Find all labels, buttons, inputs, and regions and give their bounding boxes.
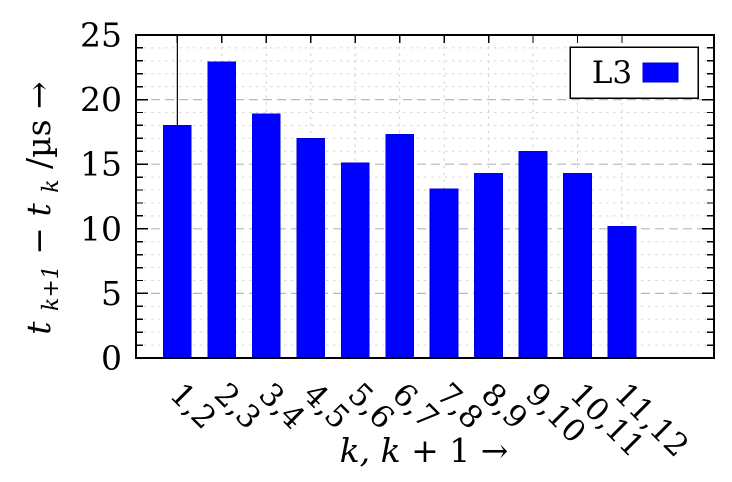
y-axis-label-t2: t [19, 203, 58, 217]
y-axis-label-sub2: k [39, 179, 64, 192]
bar-5,6 [340, 162, 370, 359]
x-axis-label-plus-one: + 1 [411, 431, 481, 470]
y-axis-label-t1: t [19, 321, 58, 335]
y-tick-label: 5 [101, 274, 122, 313]
bar-9,10 [518, 150, 548, 359]
legend-swatch [642, 62, 679, 83]
legend-label: L3 [592, 55, 632, 91]
y-axis-label-minus: − [19, 217, 58, 255]
bar-3,4 [251, 113, 281, 359]
y-tick-label: 10 [80, 209, 122, 248]
y-tick-label: 25 [80, 16, 122, 55]
plot-border [135, 34, 715, 359]
y-tick-label: 15 [80, 145, 122, 184]
legend-box [569, 46, 699, 99]
y-axis-label-arrow: → [19, 81, 58, 109]
bar-2,3 [207, 61, 237, 359]
bars [162, 61, 637, 359]
axis-ticks [136, 35, 714, 346]
y-tick-label: 20 [80, 80, 122, 119]
x-axis-label: k, k + 1 → [340, 431, 509, 470]
y-axis-label-unit: /µs [19, 109, 58, 169]
y-axis-label: t k+1 − t k /µs → [19, 81, 66, 334]
bar-1,2 [162, 125, 192, 359]
bar-10,11 [563, 172, 592, 359]
x-axis-label-math: k, k [340, 431, 401, 470]
bar-11,12 [607, 225, 637, 359]
bar-8,9 [474, 172, 503, 359]
bar-6,7 [385, 134, 415, 359]
bar-4,5 [296, 137, 326, 359]
y-axis-label-sub1: k+1 [39, 265, 64, 311]
legend: L3 [569, 46, 699, 99]
bar-7,8 [429, 188, 459, 359]
x-axis-label-arrow: → [481, 431, 509, 470]
y-tick-label: 0 [101, 339, 122, 378]
y-tick-labels: 0 5 10 15 20 25 [80, 16, 122, 378]
